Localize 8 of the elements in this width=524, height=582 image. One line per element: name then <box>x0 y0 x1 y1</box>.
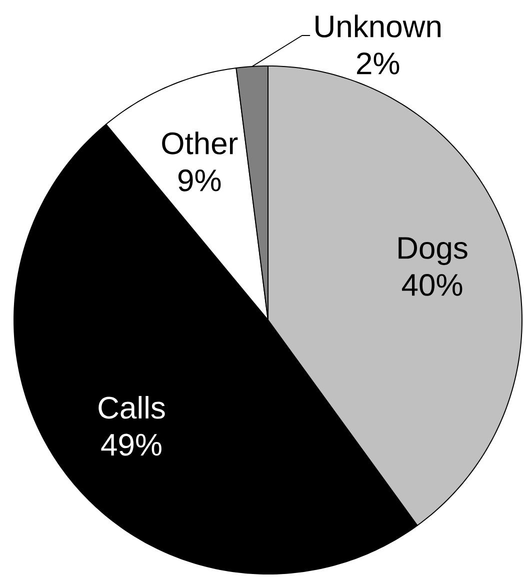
data-label: 9% <box>178 169 221 192</box>
slice-label: Calls <box>98 396 165 419</box>
slice-label: Unknown <box>316 14 440 38</box>
slice-label: Dogs <box>398 237 468 266</box>
data-label: 49% <box>101 434 162 456</box>
slice-label: Other <box>162 132 238 154</box>
data-label: 40% <box>402 274 462 296</box>
data-label: 2% <box>357 52 400 74</box>
